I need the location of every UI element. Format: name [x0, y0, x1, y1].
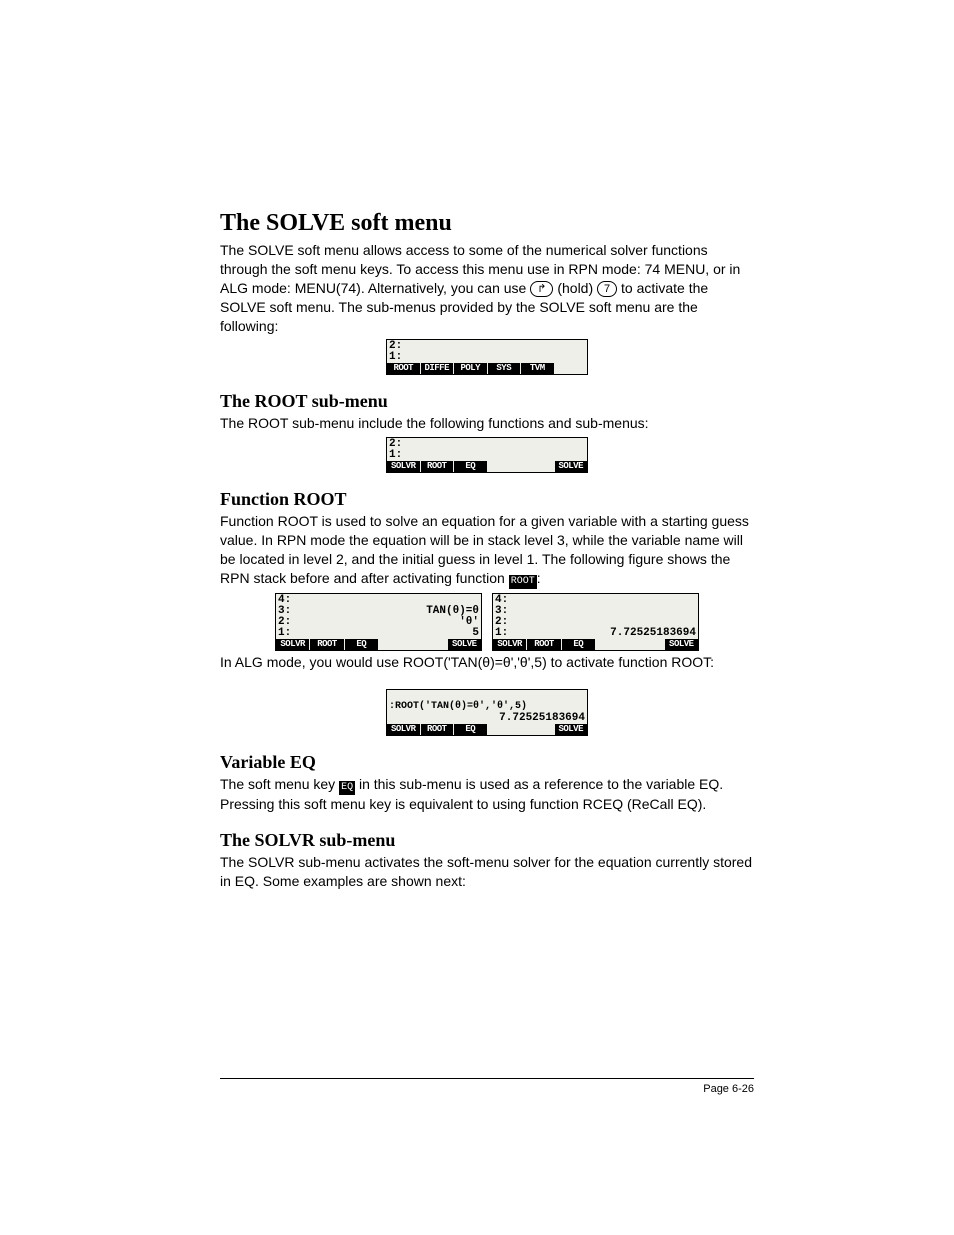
seven-key-icon: 7 — [597, 281, 617, 297]
softkey-blank — [521, 724, 555, 735]
stack-l: 3: — [278, 606, 291, 617]
softkey-root: ROOT — [527, 639, 561, 650]
eq-inline-label: EQ — [339, 781, 355, 795]
stack-label: 1: — [389, 352, 402, 363]
page-title: The SOLVE soft menu — [220, 210, 754, 237]
softkey-blank — [379, 639, 413, 650]
stack-l: 1: — [278, 628, 291, 639]
lcd-rpn-before-after: 4: 3: TAN(θ)=θ 2: 'θ' 1: 5 SOLVR ROOT EQ SO… — [220, 593, 754, 651]
stack-l: 3: — [495, 606, 508, 617]
lcd-solve-menu: 2: 1: ROOT DIFFE POLY SYS TVM — [386, 339, 588, 375]
softkey-eq: EQ — [454, 461, 488, 472]
root-submenu-body: The ROOT sub-menu include the following … — [220, 414, 754, 433]
softkey-sys: SYS — [488, 363, 522, 374]
alg-mode-line: In ALG mode, you would use ROOT('TAN(θ)=… — [220, 653, 754, 672]
softkey-blank — [521, 461, 555, 472]
func-root-post: : — [537, 570, 541, 586]
softkey-root: ROOT — [310, 639, 344, 650]
func-root-pre: Function ROOT is used to solve an equati… — [220, 513, 749, 586]
stack-r: TAN(θ)=θ — [426, 606, 479, 617]
alg-line-2: 7.72525183694 — [499, 713, 585, 724]
solvr-submenu-heading: The SOLVR sub-menu — [220, 830, 754, 851]
softkey-tvm: TVM — [521, 363, 555, 374]
softkey-solvr: SOLVR — [493, 639, 527, 650]
intro-paragraph: The SOLVE soft menu allows access to som… — [220, 241, 754, 335]
variable-eq-heading: Variable EQ — [220, 752, 754, 773]
stack-l: 4: — [495, 595, 508, 606]
softkey-eq: EQ — [562, 639, 596, 650]
softkey-solvr: SOLVR — [387, 724, 421, 735]
softkey-solve: SOLVE — [665, 639, 698, 650]
root-submenu-heading: The ROOT sub-menu — [220, 391, 754, 412]
softkey-solvr: SOLVR — [276, 639, 310, 650]
page-number: Page 6-26 — [703, 1083, 754, 1095]
softkey-solve: SOLVE — [448, 639, 481, 650]
hold-text: (hold) — [557, 280, 593, 296]
stack-l: 2: — [495, 617, 508, 628]
var-eq-pre: The soft menu key — [220, 776, 339, 792]
lcd-root-submenu: 2: 1: SOLVR ROOT EQ SOLVE — [386, 437, 588, 473]
root-inline-label: ROOT — [509, 575, 537, 589]
lcd-rpn-after: 4: 3: 2: 1: 7.72525183694 SOLVR ROOT EQ S… — [492, 593, 699, 651]
stack-l: 2: — [278, 617, 291, 628]
softkey-blank — [488, 724, 522, 735]
softkey-blank — [555, 363, 588, 374]
softkey-blank — [596, 639, 630, 650]
softkey-blank — [630, 639, 664, 650]
softkey-solvr: SOLVR — [387, 461, 421, 472]
variable-eq-body: The soft menu key EQ in this sub-menu is… — [220, 775, 754, 813]
softkey-diffe: DIFFE — [421, 363, 455, 374]
page: The SOLVE soft menu The SOLVE soft menu … — [0, 0, 954, 1235]
softkey-solve: SOLVE — [555, 724, 588, 735]
function-root-body: Function ROOT is used to solve an equati… — [220, 512, 754, 588]
softkey-blank — [413, 639, 447, 650]
softkey-root: ROOT — [421, 724, 455, 735]
stack-r: 'θ' — [459, 617, 479, 628]
softkey-solve: SOLVE — [555, 461, 588, 472]
page-footer: Page 6-26 — [220, 1078, 754, 1095]
softkey-eq: EQ — [454, 724, 488, 735]
stack-l: 1: — [495, 628, 508, 639]
softkey-poly: POLY — [454, 363, 488, 374]
softkey-root: ROOT — [387, 363, 421, 374]
softkey-blank — [488, 461, 522, 472]
function-root-heading: Function ROOT — [220, 489, 754, 510]
stack-r: 5 — [472, 628, 479, 639]
lcd-rpn-before: 4: 3: TAN(θ)=θ 2: 'θ' 1: 5 SOLVR ROOT EQ SO… — [275, 593, 482, 651]
shift-key-icon: ↱ — [530, 281, 553, 297]
lcd-alg-result: :ROOT('TAN(θ)=θ','θ',5) 7.72525183694 SO… — [386, 689, 588, 736]
softkey-eq: EQ — [345, 639, 379, 650]
stack-r: 7.72525183694 — [610, 628, 696, 639]
softkey-root: ROOT — [421, 461, 455, 472]
stack-label: 1: — [389, 450, 402, 461]
solvr-submenu-body: The SOLVR sub-menu activates the soft-me… — [220, 853, 754, 891]
stack-l: 4: — [278, 595, 291, 606]
